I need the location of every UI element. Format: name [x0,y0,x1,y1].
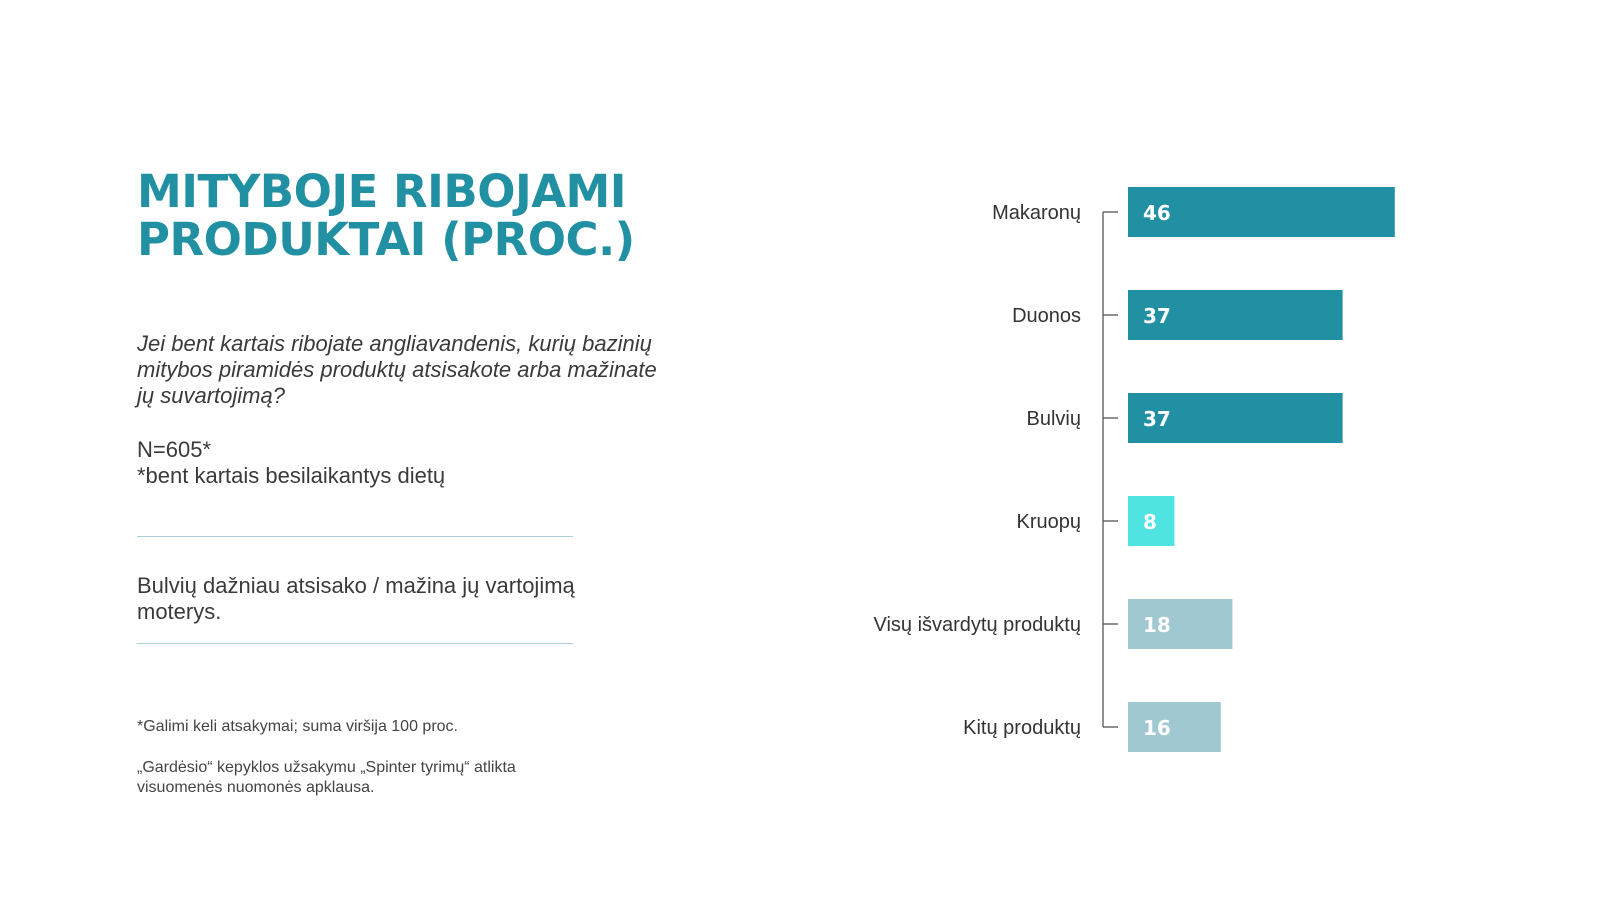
title-line-1: MITYBOJE RIBOJAMI [137,165,627,218]
page-title: MITYBOJE RIBOJAMI PRODUKTAI (PROC.) [137,168,635,264]
data-label: 18 [1143,613,1171,637]
category-label: Duonos [1012,305,1081,327]
data-label: 37 [1143,304,1171,328]
divider-top [137,536,573,537]
bar [1128,599,1233,649]
bar [1128,393,1343,443]
category-label: Visų išvardytų produktų [873,614,1081,636]
sample-info: N=605* *bent kartais besilaikantys dietų [137,437,445,489]
data-label: 46 [1143,201,1171,225]
category-label: Kitų produktų [963,717,1081,739]
category-label: Makaronų [992,202,1081,224]
sample-note: *bent kartais besilaikantys dietų [137,463,446,488]
footnote: *Galimi keli atsakymai; suma viršija 100… [137,718,458,735]
data-label: 8 [1143,510,1157,534]
data-label: 16 [1143,716,1171,740]
category-label: Kruopų [1017,511,1082,533]
bar [1128,187,1395,237]
category-label: Bulvių [1027,408,1081,430]
title-line-2: PRODUKTAI (PROC.) [137,213,635,266]
data-label: 37 [1143,407,1171,431]
survey-question: Jei bent kartais ribojate angliavandenis… [137,331,657,408]
source-note: „Gardėsio“ kepyklos užsakymu „Spinter ty… [137,759,516,796]
bar [1128,290,1343,340]
key-finding: Bulvių dažniau atsisako / mažina jų vart… [137,573,575,624]
bar-chart: Makaronų 46 Duonos 37 Bulvių 37 Kruopų 8 Visų iš… [873,187,1395,752]
bar [1128,702,1221,752]
bar [1128,496,1175,546]
divider-bottom [137,643,573,644]
sample-size: N=605* [137,437,212,462]
